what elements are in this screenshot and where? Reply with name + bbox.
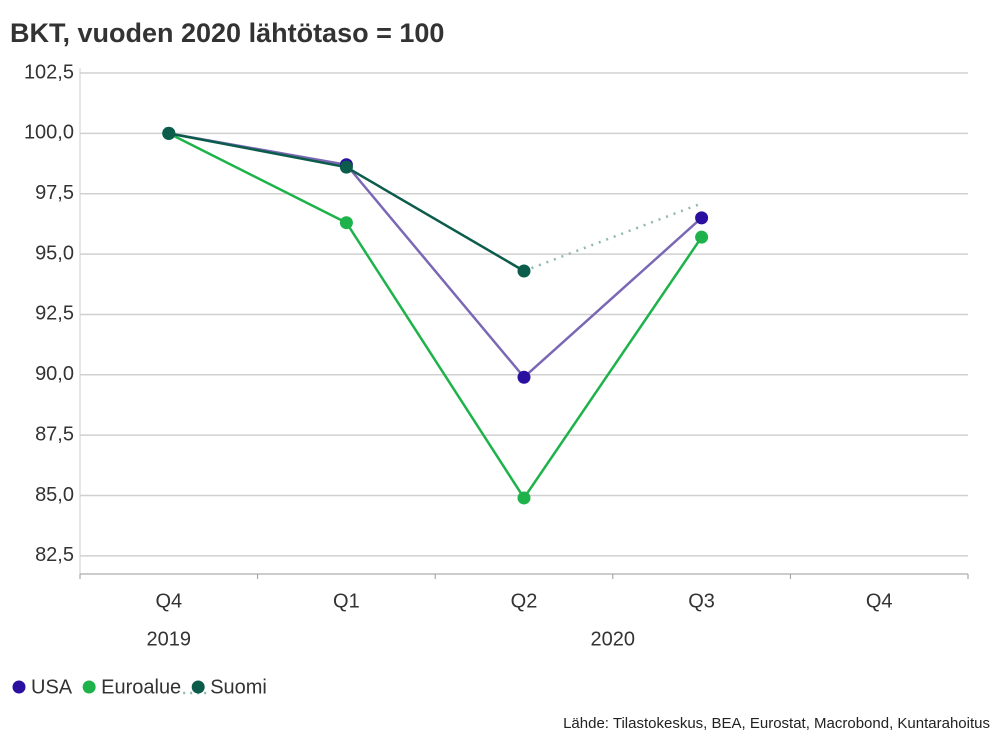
legend-marker bbox=[12, 680, 26, 694]
x-tick-label: Q3 bbox=[688, 590, 715, 612]
source: Lähde: Tilastokeskus, BEA, Eurostat, Mac… bbox=[563, 715, 990, 732]
series-line-dotted bbox=[523, 202, 703, 273]
point bbox=[339, 216, 353, 230]
y-tick-label: 102,5 bbox=[24, 61, 74, 83]
y-tick-label: 95,0 bbox=[35, 242, 74, 264]
legend-marker bbox=[82, 680, 96, 694]
y-tick-label: 100,0 bbox=[24, 122, 74, 144]
point bbox=[162, 126, 176, 140]
y-tick-label: 92,5 bbox=[35, 303, 74, 325]
series-line bbox=[168, 132, 703, 380]
legend-label: Euroalue bbox=[101, 676, 181, 698]
point bbox=[517, 491, 531, 505]
point bbox=[695, 230, 709, 244]
point bbox=[339, 160, 353, 174]
point bbox=[517, 370, 531, 384]
y-tick-label: 82,5 bbox=[35, 544, 74, 566]
chart-title: BKT, vuoden 2020 lähtötaso = 100 bbox=[10, 18, 444, 48]
point bbox=[517, 264, 531, 278]
y-tick-label: 87,5 bbox=[35, 423, 74, 445]
y-tick-label: 85,0 bbox=[35, 484, 74, 506]
legend-label: Suomi bbox=[210, 676, 267, 698]
y-tick-label: 90,0 bbox=[35, 363, 74, 385]
point bbox=[695, 211, 709, 225]
x-tick-label: Q4 bbox=[866, 590, 893, 612]
series-line bbox=[168, 132, 703, 501]
series-line bbox=[168, 132, 525, 273]
x-tick-label: Q4 bbox=[155, 590, 182, 612]
year-label: 2020 bbox=[591, 628, 636, 650]
legend-marker bbox=[191, 680, 205, 694]
legend-label: USA bbox=[31, 676, 73, 698]
x-tick-label: Q2 bbox=[511, 590, 538, 612]
x-tick-label: Q1 bbox=[333, 590, 360, 612]
y-tick-label: 97,5 bbox=[35, 182, 74, 204]
year-label: 2019 bbox=[147, 628, 192, 650]
